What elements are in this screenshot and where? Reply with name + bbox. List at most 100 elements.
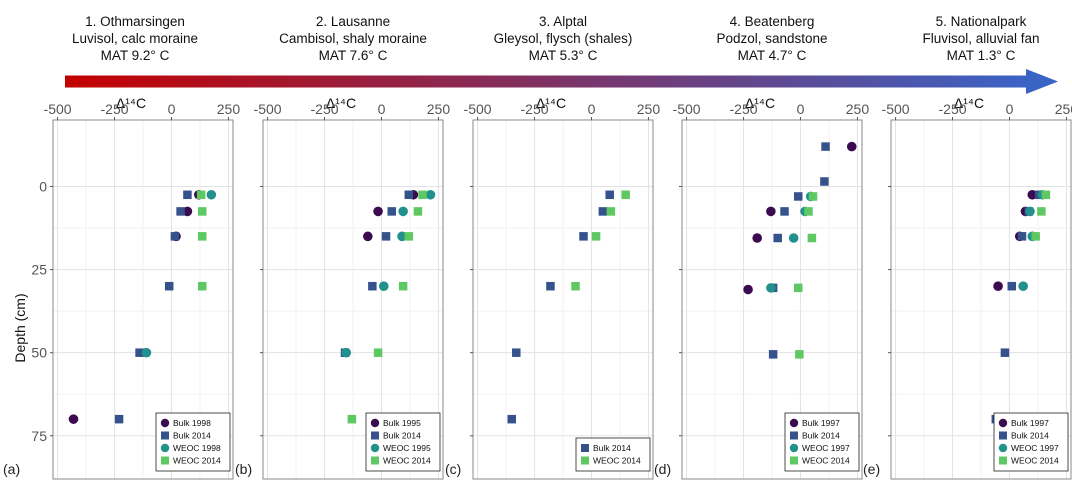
data-point-weoc-2014 — [198, 207, 207, 216]
data-point-weoc-2014 — [399, 282, 408, 291]
legend-label: WEOC 1995 — [383, 443, 431, 453]
data-point-bulk-2014 — [507, 415, 516, 424]
legend-key — [371, 444, 379, 452]
data-point-weoc-1995 — [341, 348, 351, 358]
data-point-bulk-2014 — [176, 207, 185, 216]
legend-label: Bulk 2014 — [1011, 431, 1049, 441]
x-tick-label: -250 — [311, 101, 339, 117]
data-point-bulk-2014 — [1018, 232, 1027, 241]
legend-label: WEOC 2014 — [1011, 456, 1059, 466]
data-point-bulk-2014 — [405, 191, 414, 200]
site-title-line-1: 4. Beatenberg — [730, 14, 815, 29]
x-tick-label: -500 — [464, 101, 492, 117]
site-title-line-3: MAT 4.7° C — [738, 48, 807, 63]
legend-key — [161, 419, 169, 427]
legend-label: Bulk 1995 — [383, 418, 421, 428]
data-point-bulk-2014 — [579, 232, 588, 241]
legend-label: WEOC 1997 — [802, 443, 850, 453]
legend-key — [999, 457, 1007, 465]
site-title-line-1: 1. Othmarsingen — [85, 14, 185, 29]
data-point-bulk-2014 — [183, 191, 192, 200]
legend: Bulk 1998 Bulk 2014 WEOC 1998 WEOC 2014 — [156, 413, 230, 471]
y-tick-label: 0 — [39, 178, 47, 194]
data-point-bulk-2014 — [1008, 282, 1017, 291]
data-point-weoc-1995 — [398, 207, 408, 217]
panel-label: (b) — [235, 461, 252, 477]
data-point-weoc-2014 — [1037, 207, 1046, 216]
panel-label: (c) — [445, 461, 461, 477]
data-point-weoc-2014 — [592, 232, 601, 241]
site-title-line-3: MAT 9.2° C — [101, 48, 170, 63]
x-tick-label: -500 — [254, 101, 282, 117]
data-point-bulk-2014 — [512, 348, 521, 357]
legend-key — [999, 444, 1007, 452]
site-title-line-1: 2. Lausanne — [316, 14, 390, 29]
data-point-bulk-2014 — [368, 282, 377, 291]
data-point-bulk-1997 — [847, 142, 857, 152]
legend-label: WEOC 2014 — [593, 456, 641, 466]
data-point-weoc-1998 — [207, 190, 217, 200]
data-point-weoc-2014 — [795, 350, 804, 359]
site-title-line-1: 5. Nationalpark — [936, 14, 1027, 29]
site-title-line-3: MAT 5.3° C — [529, 48, 598, 63]
panel-label: (e) — [863, 461, 880, 477]
legend-key — [999, 419, 1007, 427]
data-point-weoc-2014 — [808, 234, 817, 243]
legend-key — [999, 432, 1007, 440]
y-tick-label: 25 — [31, 262, 47, 278]
x-tick-label: 0 — [168, 101, 176, 117]
legend-key — [161, 444, 169, 452]
data-point-bulk-1997 — [743, 285, 753, 295]
legend-label: WEOC 2014 — [173, 456, 221, 466]
legend-key — [790, 444, 798, 452]
data-point-bulk-2014 — [171, 232, 180, 241]
panel-label: (a) — [3, 461, 20, 477]
data-point-weoc-2014 — [374, 348, 383, 357]
data-point-weoc-1997 — [766, 283, 776, 293]
data-point-weoc-1995 — [379, 281, 389, 291]
site-title-line-2: Luvisol, calc moraine — [72, 31, 198, 46]
data-point-bulk-2014 — [821, 142, 830, 151]
x-tick-label: 250 — [217, 101, 241, 117]
data-point-bulk-1997 — [766, 207, 776, 217]
x-tick-label: 250 — [427, 101, 451, 117]
data-point-bulk-1997 — [993, 281, 1003, 291]
legend-key — [790, 457, 798, 465]
x-tick-label: -250 — [521, 101, 549, 117]
x-tick-label: -250 — [101, 101, 129, 117]
data-point-weoc-2014 — [571, 282, 580, 291]
site-title-line-2: Podzol, sandstone — [716, 31, 827, 46]
legend-label: WEOC 1997 — [1011, 443, 1059, 453]
data-point-bulk-2014 — [773, 234, 782, 243]
data-point-weoc-2014 — [197, 191, 206, 200]
legend-label: Bulk 1997 — [1011, 418, 1049, 428]
data-point-weoc-2014 — [809, 192, 818, 201]
legend: Bulk 1995 Bulk 2014 WEOC 1995 WEOC 2014 — [366, 413, 440, 471]
temperature-gradient-arrow — [65, 69, 1058, 94]
data-point-weoc-2014 — [794, 284, 803, 293]
x-tick-label: -500 — [44, 101, 72, 117]
data-point-bulk-2014 — [1001, 348, 1010, 357]
x-tick-label: 0 — [797, 101, 805, 117]
data-point-weoc-1997 — [1018, 281, 1028, 291]
data-point-weoc-1997 — [789, 233, 799, 243]
x-tick-label: -500 — [882, 101, 910, 117]
data-point-weoc-2014 — [1042, 191, 1051, 200]
data-point-bulk-2014 — [780, 207, 789, 216]
data-point-bulk-1995 — [373, 207, 383, 217]
data-point-weoc-2014 — [1031, 232, 1040, 241]
x-tick-label: 0 — [1006, 101, 1014, 117]
legend-key — [371, 419, 379, 427]
legend-label: WEOC 1998 — [173, 443, 221, 453]
site-title-line-2: Cambisol, shaly moraine — [279, 31, 427, 46]
data-point-bulk-2014 — [769, 350, 778, 359]
legend-label: WEOC 2014 — [383, 456, 431, 466]
data-point-bulk-2014 — [115, 415, 124, 424]
site-title-line-1: 3. Alptal — [539, 14, 587, 29]
legend-key — [581, 444, 589, 452]
panel-label: (d) — [654, 461, 671, 477]
legend-label: Bulk 2014 — [383, 431, 421, 441]
data-point-bulk-2014 — [820, 177, 829, 186]
legend: Bulk 1997 Bulk 2014 WEOC 1997 WEOC 2014 — [994, 413, 1068, 471]
